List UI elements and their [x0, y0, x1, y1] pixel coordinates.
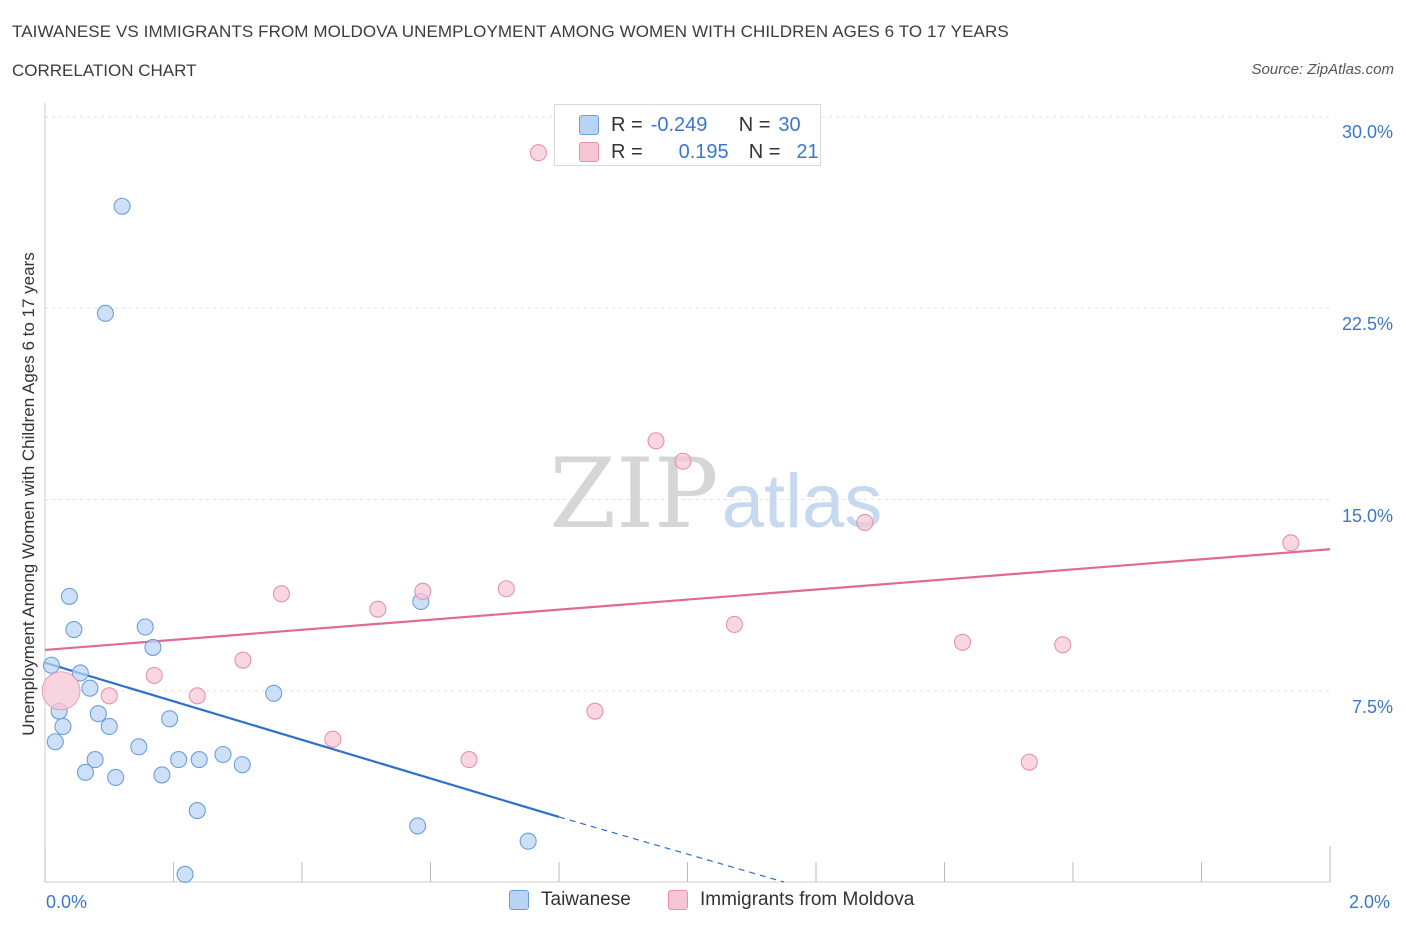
y-axis-title: Unemployment Among Women with Children A… [19, 252, 38, 736]
point-taiwanese [130, 738, 148, 756]
point-moldova [234, 651, 252, 669]
point-taiwanese [42, 656, 60, 674]
legend-label: Immigrants from Moldova [700, 889, 915, 910]
point-moldova [856, 513, 874, 532]
x-tick-label: 2.0% [1349, 892, 1391, 912]
n-value: 21 [796, 140, 819, 163]
stats-row-moldova: R = 0.195 N = 21 [579, 140, 819, 164]
point-moldova [1282, 534, 1300, 552]
point-taiwanese [176, 865, 194, 883]
point-taiwanese [113, 197, 131, 215]
point-moldova [953, 633, 972, 651]
point-taiwanese [519, 832, 537, 850]
grid-lines [45, 116, 1330, 692]
point-taiwanese [54, 717, 72, 736]
stats-legend: R = -0.249 N = 30 R = 0.195 N = 21 [554, 104, 821, 166]
point-moldova [145, 666, 163, 685]
legend-label: Taiwanese [541, 889, 631, 910]
legend-swatch-blue [579, 115, 599, 135]
point-moldova [100, 687, 118, 705]
point-taiwanese [161, 710, 179, 728]
point-moldova [647, 432, 665, 450]
point-moldova [497, 580, 515, 598]
r-value: 0.195 [678, 140, 729, 163]
point-moldova [674, 452, 692, 470]
point-taiwanese [107, 768, 125, 787]
point-taiwanese [214, 745, 232, 764]
point-taiwanese [65, 620, 83, 639]
point-taiwanese [76, 763, 95, 781]
point-taiwanese [81, 679, 99, 697]
point-moldova [725, 615, 743, 634]
legend-item-taiwanese[interactable]: Taiwanese [509, 889, 631, 911]
x-tick-label: 0.0% [46, 892, 88, 912]
chart-subtitle: CORRELATION CHART [12, 61, 197, 80]
legend-swatch-blue [509, 890, 529, 910]
watermark-zip: ZIP [549, 438, 718, 550]
y-tick-label: 7.5% [1351, 697, 1393, 717]
point-taiwanese [86, 751, 104, 769]
point-taiwanese [153, 766, 171, 784]
point-taiwanese [60, 587, 78, 605]
source-label: Source: ZipAtlas.com [1251, 61, 1394, 78]
r-label: R = [611, 140, 643, 163]
point-taiwanese [144, 638, 162, 656]
point-taiwanese [188, 802, 206, 820]
point-taiwanese [170, 751, 188, 769]
point-taiwanese [100, 717, 118, 736]
y-tick-label: 15.0% [1341, 506, 1393, 526]
r-label: R = [611, 113, 643, 136]
point-moldova [324, 730, 342, 748]
point-taiwanese [233, 756, 251, 774]
axes [44, 103, 1331, 883]
point-taiwanese [136, 618, 154, 636]
n-label: N = [748, 140, 781, 163]
point-moldova [188, 687, 206, 705]
trend-line [44, 661, 560, 819]
trend-lines [44, 548, 1331, 883]
data-points [41, 144, 1300, 883]
point-moldova [586, 702, 604, 720]
stats-row-taiwanese: R = -0.249 N = 30 [579, 113, 801, 137]
n-value: 30 [778, 113, 801, 136]
point-moldova [414, 582, 432, 600]
point-taiwanese [46, 733, 64, 751]
point-moldova [1054, 636, 1072, 654]
point-moldova [272, 585, 290, 603]
point-moldova [460, 751, 478, 769]
watermark-atlas: atlas [722, 459, 883, 544]
point-moldova [41, 671, 81, 711]
legend-swatch-pink [668, 890, 688, 910]
n-label: N = [738, 113, 771, 136]
point-moldova [1020, 753, 1038, 771]
point-taiwanese [409, 817, 427, 835]
point-taiwanese [265, 684, 283, 702]
point-taiwanese [190, 751, 208, 769]
point-moldova [529, 144, 547, 162]
r-value: -0.249 [650, 113, 708, 136]
legend-swatch-pink [579, 142, 599, 162]
trend-line [44, 548, 1331, 652]
watermark: ZIP atlas [549, 438, 882, 550]
point-taiwanese [96, 304, 114, 322]
point-taiwanese [71, 664, 89, 682]
y-tick-label: 30.0% [1341, 122, 1393, 142]
point-taiwanese [89, 705, 107, 723]
chart-title: TAIWANESE VS IMMIGRANTS FROM MOLDOVA UNE… [12, 22, 1009, 41]
point-moldova [369, 600, 387, 618]
trend-extension [558, 816, 785, 883]
legend-item-moldova[interactable]: Immigrants from Moldova [668, 889, 914, 911]
y-tick-label: 22.5% [1341, 314, 1393, 334]
